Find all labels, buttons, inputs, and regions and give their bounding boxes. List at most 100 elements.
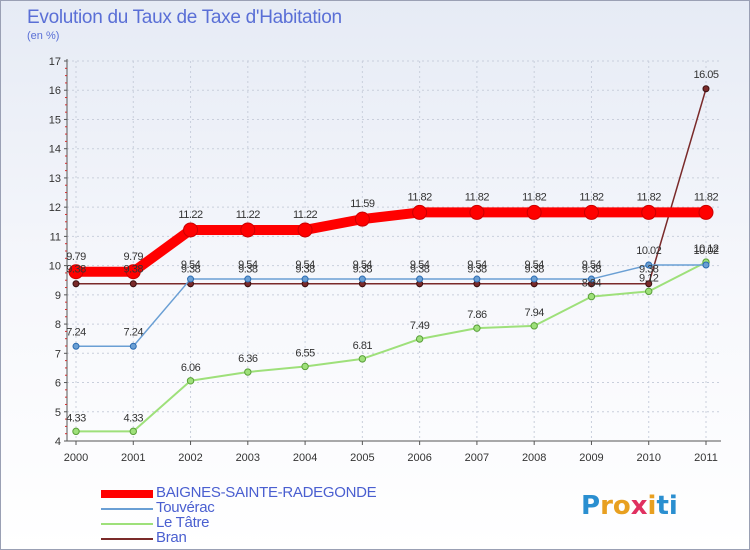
data-point bbox=[530, 275, 538, 283]
series-line-0 bbox=[71, 207, 711, 277]
chart-subtitle: (en %) bbox=[27, 30, 60, 42]
data-point bbox=[244, 368, 252, 376]
data-label: 11.82 bbox=[465, 191, 490, 203]
data-label: 9.38 bbox=[124, 264, 144, 276]
data-label: 11.82 bbox=[637, 191, 662, 203]
data-label: 9.54 bbox=[295, 259, 315, 271]
logo-letter: P bbox=[581, 491, 601, 521]
legend-label: BAIGNES-SAINTE-RADEGONDE bbox=[156, 484, 377, 501]
logo-letter: o bbox=[612, 491, 631, 521]
data-label: 11.59 bbox=[350, 198, 375, 210]
logo-letter: r bbox=[600, 491, 613, 521]
data-label: 9.79 bbox=[66, 251, 86, 263]
data-label: 11.82 bbox=[579, 191, 604, 203]
y-tick-label: 11 bbox=[50, 231, 61, 243]
data-label: 11.82 bbox=[408, 191, 433, 203]
logo-letter: t bbox=[656, 491, 669, 521]
legend-item: Bran bbox=[101, 529, 421, 547]
data-point bbox=[412, 204, 428, 220]
data-point bbox=[645, 287, 653, 296]
data-point bbox=[68, 264, 84, 280]
data-label: 11.22 bbox=[293, 209, 318, 221]
data-point bbox=[702, 261, 710, 269]
x-tick-label: 2001 bbox=[121, 452, 145, 464]
data-label: 11.82 bbox=[694, 191, 719, 203]
data-label: 9.12 bbox=[639, 272, 659, 284]
series-line-3 bbox=[75, 88, 707, 285]
y-tick-label: 14 bbox=[49, 144, 61, 156]
x-tick-label: 2010 bbox=[636, 452, 660, 464]
data-point bbox=[469, 204, 485, 220]
data-label: 4.33 bbox=[66, 412, 86, 424]
data-point bbox=[583, 204, 599, 220]
data-label: 9.54 bbox=[410, 259, 430, 271]
data-point bbox=[129, 280, 137, 288]
data-label: 10.02 bbox=[693, 245, 718, 257]
x-tick-label: 2002 bbox=[178, 452, 202, 464]
x-tick-label: 2004 bbox=[293, 452, 317, 464]
data-label: 9.38 bbox=[295, 264, 315, 276]
x-tick-label: 2009 bbox=[579, 452, 603, 464]
logo-letter: x bbox=[630, 491, 648, 521]
data-label: 9.54 bbox=[467, 259, 487, 271]
y-tick-label: 10 bbox=[49, 261, 61, 273]
data-label: 7.86 bbox=[467, 309, 487, 321]
data-point bbox=[297, 222, 313, 238]
y-tick-label: 12 bbox=[49, 202, 61, 214]
data-point bbox=[641, 204, 657, 220]
legend-swatch bbox=[101, 490, 153, 498]
series-line-1 bbox=[75, 264, 707, 348]
data-point bbox=[530, 322, 538, 330]
data-label: 6.81 bbox=[353, 340, 373, 352]
data-point bbox=[526, 204, 542, 220]
data-point bbox=[129, 427, 137, 436]
data-point bbox=[702, 85, 710, 93]
data-label: 9.38 bbox=[66, 264, 86, 276]
legend-swatch bbox=[101, 508, 153, 510]
data-point bbox=[354, 211, 370, 227]
data-label: 9.38 bbox=[639, 264, 659, 276]
data-point bbox=[72, 342, 80, 350]
y-tick-label: 13 bbox=[49, 173, 61, 185]
x-tick-label: 2005 bbox=[350, 452, 374, 464]
data-point bbox=[186, 377, 195, 385]
legend-label: Le Tâtre bbox=[156, 514, 210, 531]
legend-item: Le Tâtre bbox=[101, 514, 421, 532]
data-label: 6.06 bbox=[181, 362, 201, 374]
data-label: 10.02 bbox=[636, 245, 661, 257]
series-line-2 bbox=[75, 261, 707, 433]
data-label: 4.33 bbox=[124, 412, 144, 424]
data-label: 9.38 bbox=[238, 264, 258, 276]
data-label: 11.22 bbox=[236, 209, 261, 221]
x-tick-label: 2007 bbox=[465, 452, 489, 464]
data-label: 6.55 bbox=[295, 347, 315, 359]
y-tick-label: 8 bbox=[55, 319, 61, 331]
data-point bbox=[416, 275, 424, 283]
data-label: 9.38 bbox=[524, 264, 544, 276]
data-point bbox=[240, 222, 256, 238]
data-point bbox=[645, 261, 653, 269]
y-tick-label: 17 bbox=[49, 56, 61, 68]
proxiti-logo: Proxiti bbox=[581, 491, 678, 521]
data-point bbox=[358, 355, 367, 363]
logo-letter: i bbox=[668, 491, 678, 521]
data-point bbox=[473, 324, 481, 332]
data-label: 9.38 bbox=[582, 264, 602, 276]
data-label: 7.24 bbox=[66, 326, 86, 338]
y-tick-label: 15 bbox=[49, 114, 61, 126]
x-tick-label: 2008 bbox=[522, 452, 546, 464]
data-point bbox=[698, 204, 714, 220]
data-point bbox=[187, 275, 195, 283]
data-label: 9.38 bbox=[410, 264, 430, 276]
y-tick-label: 7 bbox=[55, 348, 61, 360]
data-label: 9.54 bbox=[353, 259, 373, 271]
data-label: 9.54 bbox=[582, 259, 602, 271]
data-label: 11.82 bbox=[522, 191, 547, 203]
x-tick-label: 2011 bbox=[694, 452, 718, 464]
y-tick-label: 6 bbox=[55, 378, 61, 390]
data-point bbox=[301, 362, 309, 371]
legend-swatch bbox=[101, 538, 153, 540]
data-label: 9.38 bbox=[181, 264, 201, 276]
data-point bbox=[183, 222, 199, 238]
y-tick-label: 9 bbox=[55, 290, 61, 302]
